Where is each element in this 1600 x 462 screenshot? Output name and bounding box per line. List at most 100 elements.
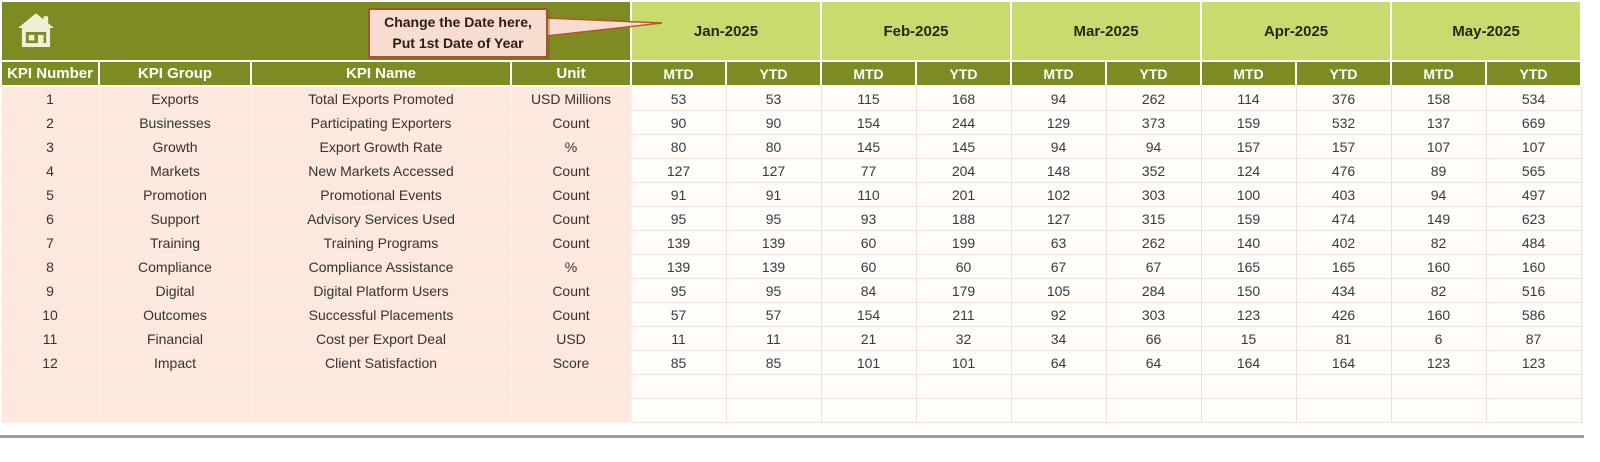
value-cell[interactable]: 160 <box>1390 254 1487 279</box>
value-cell[interactable]: 105 <box>1010 278 1107 303</box>
empty-value-cell[interactable] <box>915 398 1012 423</box>
value-cell[interactable]: 80 <box>630 134 727 159</box>
value-cell[interactable]: 95 <box>630 206 727 231</box>
value-cell[interactable]: 150 <box>1200 278 1297 303</box>
unit-cell[interactable]: Count <box>510 158 632 183</box>
kpi-number-cell[interactable]: 4 <box>0 158 100 183</box>
value-cell[interactable]: 149 <box>1390 206 1487 231</box>
value-cell[interactable]: 66 <box>1105 326 1202 351</box>
date-callout[interactable]: Change the Date here, Put 1st Date of Ye… <box>368 8 548 58</box>
empty-label-cell[interactable] <box>0 374 100 399</box>
kpi-group-cell[interactable]: Financial <box>98 326 252 351</box>
empty-value-cell[interactable] <box>1200 374 1297 399</box>
value-cell[interactable]: 315 <box>1105 206 1202 231</box>
kpi-name-cell[interactable]: Training Programs <box>250 230 512 255</box>
value-cell[interactable]: 94 <box>1390 182 1487 207</box>
subheader-mtd-cell[interactable]: MTD <box>1390 60 1488 87</box>
value-cell[interactable]: 85 <box>630 350 727 375</box>
kpi-name-cell[interactable]: Compliance Assistance <box>250 254 512 279</box>
value-cell[interactable]: 84 <box>820 278 917 303</box>
empty-value-cell[interactable] <box>1390 398 1487 423</box>
value-cell[interactable]: 107 <box>1485 134 1582 159</box>
value-cell[interactable]: 123 <box>1485 350 1582 375</box>
value-cell[interactable]: 139 <box>725 230 822 255</box>
column-header-cell[interactable]: KPI Group <box>98 60 252 87</box>
unit-cell[interactable]: Count <box>510 278 632 303</box>
month-header-cell[interactable]: Jan-2025 <box>630 0 822 62</box>
empty-label-cell[interactable] <box>0 398 100 423</box>
value-cell[interactable]: 67 <box>1010 254 1107 279</box>
kpi-number-cell[interactable]: 5 <box>0 182 100 207</box>
value-cell[interactable]: 100 <box>1200 182 1297 207</box>
value-cell[interactable]: 95 <box>725 278 822 303</box>
month-header-cell[interactable]: Feb-2025 <box>819 0 1013 62</box>
value-cell[interactable]: 179 <box>915 278 1012 303</box>
value-cell[interactable]: 6 <box>1390 326 1487 351</box>
kpi-name-cell[interactable]: Client Satisfaction <box>250 350 512 375</box>
value-cell[interactable]: 532 <box>1295 110 1392 135</box>
empty-value-cell[interactable] <box>1200 398 1297 423</box>
subheader-ytd-cell[interactable]: YTD <box>1485 60 1583 87</box>
value-cell[interactable]: 565 <box>1485 158 1582 183</box>
value-cell[interactable]: 154 <box>820 110 917 135</box>
kpi-number-cell[interactable]: 12 <box>0 350 100 375</box>
subheader-mtd-cell[interactable]: MTD <box>820 60 917 87</box>
value-cell[interactable]: 11 <box>725 326 822 351</box>
value-cell[interactable]: 262 <box>1105 85 1202 111</box>
kpi-group-cell[interactable]: Impact <box>98 350 252 375</box>
value-cell[interactable]: 115 <box>820 85 917 111</box>
value-cell[interactable]: 159 <box>1200 110 1297 135</box>
value-cell[interactable]: 11 <box>630 326 727 351</box>
value-cell[interactable]: 139 <box>725 254 822 279</box>
value-cell[interactable]: 77 <box>820 158 917 183</box>
value-cell[interactable]: 21 <box>820 326 917 351</box>
value-cell[interactable]: 244 <box>915 110 1012 135</box>
empty-value-cell[interactable] <box>1105 398 1202 423</box>
value-cell[interactable]: 586 <box>1485 302 1582 327</box>
value-cell[interactable]: 158 <box>1390 85 1487 111</box>
value-cell[interactable]: 376 <box>1295 85 1392 111</box>
kpi-number-cell[interactable]: 11 <box>0 326 100 351</box>
empty-value-cell[interactable] <box>1010 374 1107 399</box>
kpi-name-cell[interactable]: Digital Platform Users <box>250 278 512 303</box>
value-cell[interactable]: 373 <box>1105 110 1202 135</box>
empty-label-cell[interactable] <box>250 374 512 399</box>
value-cell[interactable]: 168 <box>915 85 1012 111</box>
kpi-number-cell[interactable]: 6 <box>0 206 100 231</box>
empty-value-cell[interactable] <box>820 374 917 399</box>
kpi-number-cell[interactable]: 1 <box>0 85 100 111</box>
value-cell[interactable]: 57 <box>725 302 822 327</box>
value-cell[interactable]: 148 <box>1010 158 1107 183</box>
value-cell[interactable]: 95 <box>630 278 727 303</box>
value-cell[interactable]: 15 <box>1200 326 1297 351</box>
value-cell[interactable]: 95 <box>725 206 822 231</box>
value-cell[interactable]: 82 <box>1390 230 1487 255</box>
value-cell[interactable]: 139 <box>630 230 727 255</box>
value-cell[interactable]: 164 <box>1200 350 1297 375</box>
value-cell[interactable]: 81 <box>1295 326 1392 351</box>
unit-cell[interactable]: Score <box>510 350 632 375</box>
value-cell[interactable]: 53 <box>630 85 727 111</box>
empty-label-cell[interactable] <box>510 398 632 423</box>
value-cell[interactable]: 123 <box>1200 302 1297 327</box>
value-cell[interactable]: 164 <box>1295 350 1392 375</box>
value-cell[interactable]: 101 <box>820 350 917 375</box>
value-cell[interactable]: 127 <box>630 158 727 183</box>
subheader-mtd-cell[interactable]: MTD <box>1010 60 1108 87</box>
empty-value-cell[interactable] <box>1295 398 1392 423</box>
value-cell[interactable]: 484 <box>1485 230 1582 255</box>
unit-cell[interactable]: USD Millions <box>510 85 632 111</box>
value-cell[interactable]: 91 <box>725 182 822 207</box>
value-cell[interactable]: 67 <box>1105 254 1202 279</box>
kpi-name-cell[interactable]: Total Exports Promoted <box>250 85 512 111</box>
unit-cell[interactable]: Count <box>510 206 632 231</box>
subheader-mtd-cell[interactable]: MTD <box>630 60 727 87</box>
empty-value-cell[interactable] <box>915 374 1012 399</box>
value-cell[interactable]: 101 <box>915 350 1012 375</box>
empty-value-cell[interactable] <box>820 398 917 423</box>
value-cell[interactable]: 124 <box>1200 158 1297 183</box>
value-cell[interactable]: 110 <box>820 182 917 207</box>
kpi-group-cell[interactable]: Promotion <box>98 182 252 207</box>
value-cell[interactable]: 159 <box>1200 206 1297 231</box>
value-cell[interactable]: 303 <box>1105 302 1202 327</box>
